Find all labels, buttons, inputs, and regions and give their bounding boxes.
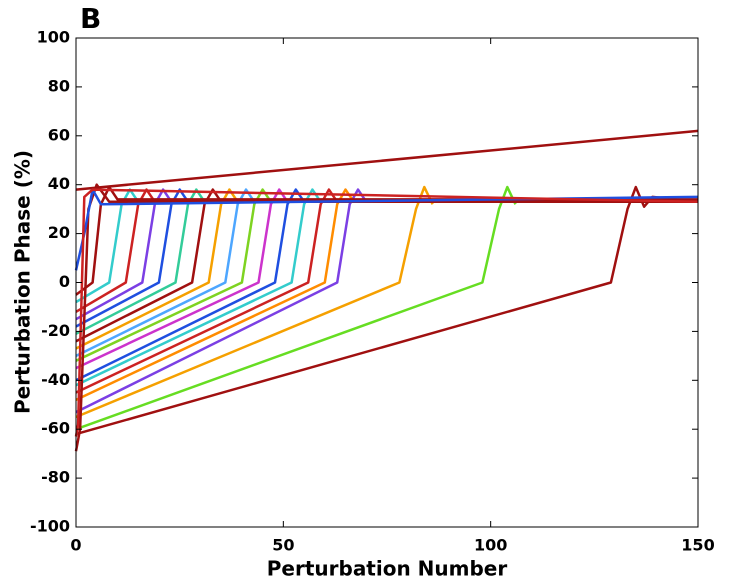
y-axis-label: Perturbation Phase (%)	[11, 150, 35, 414]
x-tick-label: 0	[70, 536, 81, 555]
y-tick-label: -80	[41, 468, 70, 487]
y-tick-label: -40	[41, 370, 70, 389]
y-tick-label: 20	[48, 223, 70, 242]
data-line	[75, 185, 434, 419]
data-line	[74, 188, 699, 437]
y-tick-label: 80	[48, 76, 70, 95]
y-tick-label: 40	[48, 174, 70, 193]
panel-label: B	[80, 2, 101, 35]
y-tick-label: -100	[30, 517, 70, 536]
data-line	[75, 129, 699, 191]
plot-frame	[75, 37, 699, 528]
y-tick-label: -60	[41, 419, 70, 438]
data-line	[75, 188, 239, 350]
x-tick-label: 150	[681, 536, 714, 555]
y-tick-label: 60	[48, 125, 70, 144]
y-tick-label: -20	[41, 321, 70, 340]
data-line	[75, 188, 223, 343]
y-tick-label: 100	[37, 28, 70, 47]
x-tick-label: 100	[474, 536, 507, 555]
x-tick-label: 50	[272, 536, 294, 555]
x-axis-label: Perturbation Number	[267, 557, 508, 581]
y-tick-label: 0	[59, 272, 70, 291]
data-line	[75, 185, 517, 431]
data-line	[75, 188, 256, 358]
